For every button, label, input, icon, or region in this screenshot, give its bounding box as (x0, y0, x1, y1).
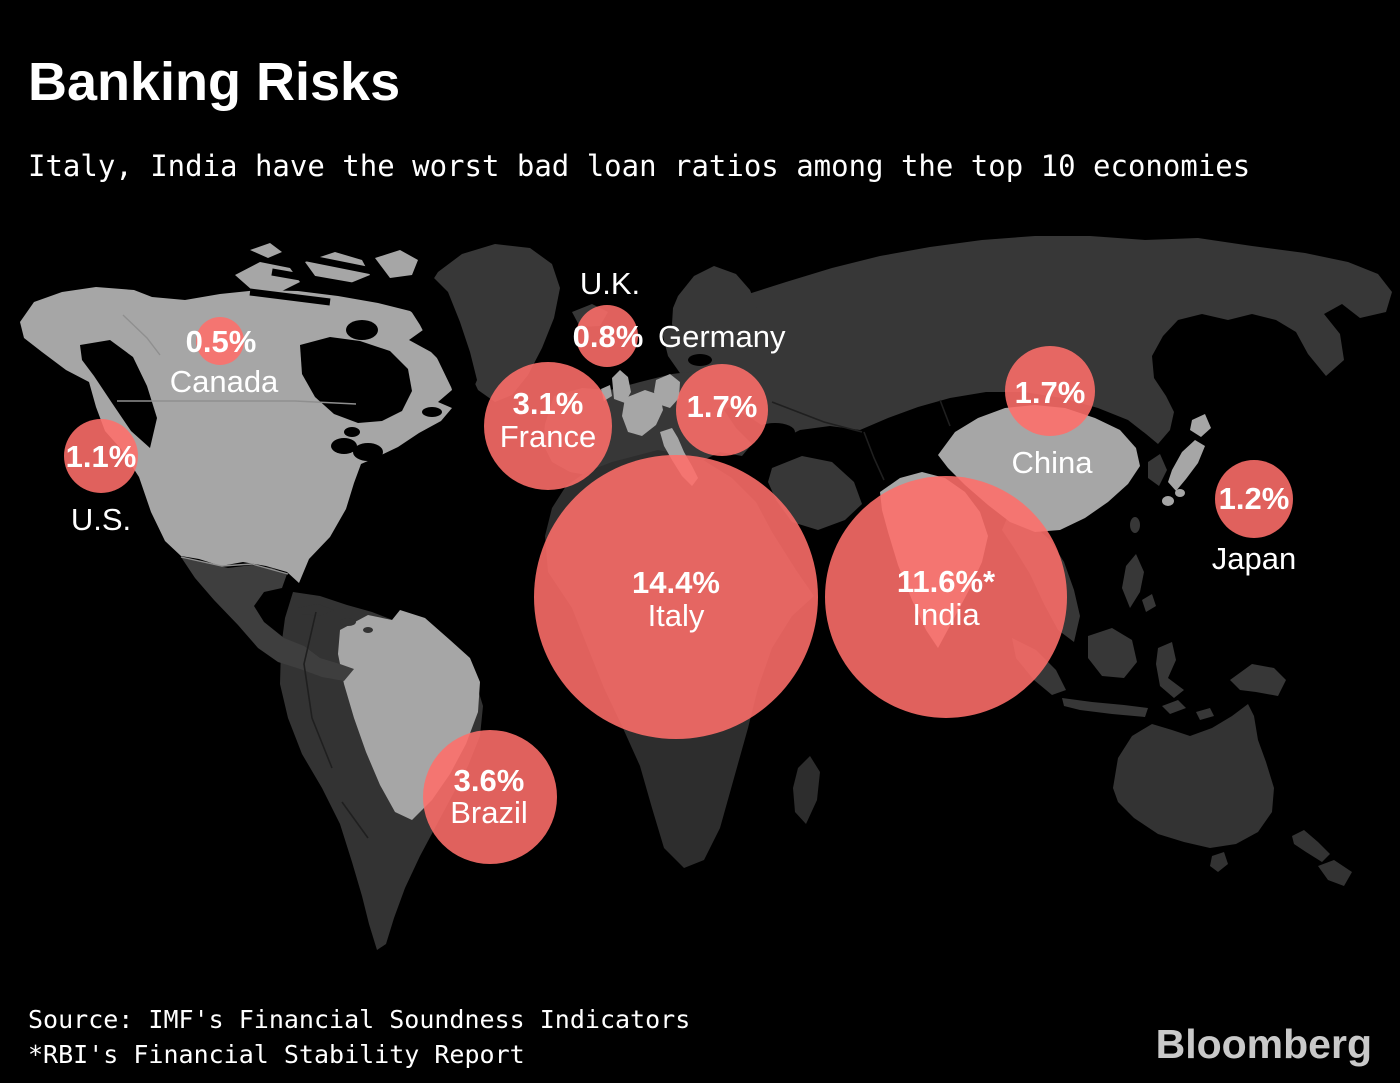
value-label-us: 1.1% (66, 439, 137, 474)
country-label-china: China (1012, 445, 1094, 480)
border-south-america-1 (303, 611, 333, 769)
border-central-asia-1 (771, 401, 863, 433)
region-mexico-central-america (181, 557, 354, 681)
region-new-guinea (1230, 664, 1286, 696)
country-label-india: India (912, 597, 980, 632)
region-java (1062, 698, 1148, 717)
map-land-dark-overlay (181, 557, 373, 681)
source-line-1: Source: IMF's Financial Soundness Indica… (28, 1005, 690, 1034)
great-lake-winnipeg (344, 427, 360, 437)
map-water (80, 253, 859, 470)
country-label-japan: Japan (1212, 541, 1296, 576)
caspian-sea (837, 430, 859, 470)
bubble-brazil (423, 730, 557, 864)
country-label-uk: U.K. (580, 266, 640, 301)
value-label-germany: 1.7% (687, 389, 758, 424)
region-eurasia (662, 236, 1392, 444)
arctic-channel-1 (249, 288, 331, 306)
region-tasmania (1210, 852, 1228, 872)
bloomberg-logo: Bloomberg (1156, 1021, 1372, 1067)
bubble-india (825, 476, 1067, 718)
foxe-basin (346, 320, 378, 340)
region-scandinavia (672, 266, 757, 360)
bubble-germany (676, 364, 768, 456)
value-label-france: 3.1% (513, 386, 584, 421)
value-label-japan: 1.2% (1219, 481, 1290, 516)
country-uk (601, 370, 631, 403)
country-canada-arctic-islands (235, 243, 418, 292)
country-label-us: U.S. (71, 502, 131, 537)
country-germany (654, 374, 680, 408)
country-label-brazil: Brazil (450, 795, 528, 830)
country-label-canada: Canada (170, 364, 279, 399)
bubble-canada (196, 317, 244, 365)
border-central-asia-2 (863, 431, 885, 481)
value-label-india: 11.6%* (897, 564, 996, 599)
region-taiwan (1130, 517, 1140, 533)
bubble-china (1005, 346, 1095, 436)
great-lake-ontario (381, 454, 403, 468)
bubble-uk (576, 305, 638, 367)
baltic-sea (688, 354, 712, 366)
gulf-of-alaska (80, 340, 157, 448)
country-japan-shikoku (1175, 489, 1185, 497)
region-new-zealand (1292, 830, 1352, 886)
region-philippines (1122, 554, 1156, 612)
country-label-france: France (500, 419, 596, 454)
region-greenland (420, 244, 560, 402)
great-lake-superior (331, 438, 357, 454)
region-sulawesi (1156, 642, 1184, 698)
country-japan (1168, 414, 1211, 491)
region-australia (1113, 704, 1274, 848)
region-caribbean (298, 604, 334, 616)
country-label-germany: Germany (658, 319, 786, 354)
value-label-uk: 0.8% (573, 319, 644, 354)
region-borneo (1088, 628, 1137, 678)
border-us-mexico (180, 556, 289, 575)
bubbles (64, 305, 1293, 864)
bubble-france (484, 362, 612, 490)
bubble-italy (534, 455, 818, 739)
source-line-2: *RBI's Financial Stability Report (28, 1040, 525, 1069)
bubble-labels: 1.1% U.S. 0.5% Canada U.K. 0.8% Germany … (66, 266, 1297, 830)
map-borders (117, 314, 951, 839)
border-us-canada (117, 400, 357, 405)
country-japan-kyushu (1162, 496, 1174, 506)
bubble-japan (1215, 460, 1293, 538)
region-puerto-rico (363, 627, 373, 633)
baffin-bay (400, 272, 477, 399)
border-south-america-2 (341, 801, 369, 839)
region-korea (1148, 454, 1167, 486)
great-lake-huron (353, 443, 383, 461)
region-arabia (768, 456, 862, 530)
border-alaska-canada (122, 314, 161, 356)
country-france (622, 390, 663, 436)
page-title: Banking Risks (28, 52, 400, 112)
arctic-channel-2 (271, 268, 353, 290)
value-label-italy: 14.4% (632, 565, 720, 600)
border-central-asia-3 (939, 399, 951, 427)
page-subtitle: Italy, India have the worst bad loan rat… (28, 149, 1250, 183)
region-timor-islands (1162, 700, 1214, 720)
bubble-us (64, 419, 138, 493)
value-label-china: 1.7% (1015, 375, 1086, 410)
region-hispaniola (340, 618, 356, 626)
arctic-channel-3 (301, 253, 373, 275)
value-label-canada: 0.5% (186, 324, 257, 359)
black-sea (755, 423, 795, 441)
region-madagascar (793, 756, 820, 824)
gulf-st-lawrence (422, 407, 442, 417)
country-label-italy: Italy (648, 598, 705, 633)
hudson-bay (300, 337, 412, 423)
value-label-brazil: 3.6% (454, 763, 525, 798)
